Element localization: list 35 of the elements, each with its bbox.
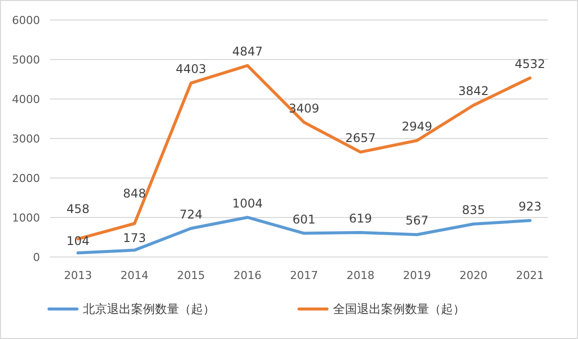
data-label: 567 [406, 214, 428, 228]
data-label: 4532 [514, 56, 546, 71]
data-label: 619 [349, 212, 372, 226]
y-tick-label: 0 [33, 250, 40, 264]
x-tick-label: 2021 [516, 269, 544, 282]
y-tick-label: 5000 [12, 53, 40, 66]
x-tick-label: 2018 [346, 269, 374, 282]
y-tick-label: 1000 [12, 211, 40, 224]
y-tick-label: 2000 [12, 172, 40, 185]
legend-label: 北京退出案例数量（起） [83, 302, 215, 316]
x-tick-label: 2016 [234, 269, 262, 282]
x-tick-label: 2015 [177, 269, 205, 282]
legend-label: 全国退出案例数量（起） [333, 302, 465, 316]
data-label: 4847 [232, 44, 263, 59]
data-label: 724 [180, 207, 202, 222]
x-tick-label: 2019 [403, 269, 431, 282]
data-label: 923 [518, 200, 542, 214]
data-label: 104 [66, 234, 90, 248]
data-label: 4403 [176, 62, 206, 76]
data-label: 848 [123, 186, 146, 201]
y-tick-label: 4000 [12, 92, 40, 106]
data-label: 601 [292, 212, 316, 226]
data-label: 835 [462, 203, 485, 218]
x-tick-label: 2020 [460, 269, 488, 282]
data-label: 173 [123, 231, 146, 246]
y-tick-label: 3000 [12, 132, 40, 146]
data-label: 458 [66, 202, 90, 216]
data-label: 1004 [232, 196, 263, 210]
x-tick-label: 2017 [290, 269, 318, 282]
data-label: 3842 [458, 84, 489, 98]
x-tick-label: 2013 [64, 269, 92, 282]
data-label: 2657 [345, 131, 376, 146]
data-label: 2949 [402, 120, 432, 134]
y-tick-label: 6000 [12, 14, 40, 27]
x-tick-label: 2014 [120, 269, 148, 282]
